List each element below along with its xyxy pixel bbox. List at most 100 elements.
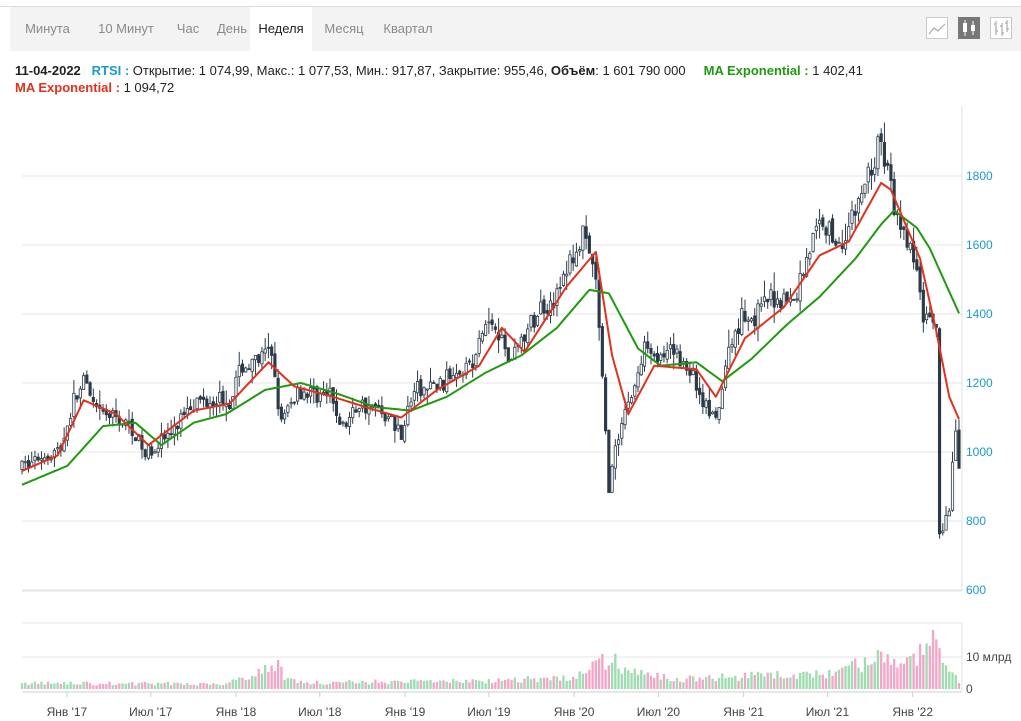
candle-body	[296, 386, 300, 402]
volume-bar	[792, 674, 795, 689]
candle-body	[798, 272, 802, 302]
line-chart-button[interactable]	[926, 17, 948, 39]
candle-body	[830, 218, 835, 243]
candle-body	[659, 354, 663, 361]
candle-body	[711, 411, 715, 415]
volume-bar	[276, 659, 280, 689]
info-symbol: RTSI :	[91, 63, 130, 78]
candlestick-button[interactable]	[958, 17, 980, 39]
tab-10-minutes[interactable]: 10 Минут	[98, 21, 154, 36]
y-tick-label: 1200	[966, 376, 993, 390]
candle-body	[276, 377, 280, 410]
candle-body	[286, 405, 290, 413]
candle-body	[694, 370, 698, 391]
candle-body	[263, 348, 267, 354]
candle-body	[587, 235, 591, 254]
volume-bar	[215, 684, 218, 689]
candle-body	[367, 405, 371, 415]
ohlc-bars-button[interactable]	[990, 17, 1012, 39]
candle-body	[484, 324, 488, 336]
volume-bar	[325, 684, 328, 689]
candle-body	[662, 353, 666, 358]
volume-bar	[912, 653, 915, 689]
volume-bar	[409, 679, 413, 689]
candle-body	[672, 343, 676, 355]
candle-body	[733, 330, 737, 348]
volume-bar	[915, 665, 919, 689]
candle-body	[380, 405, 384, 415]
volume-bar	[883, 662, 886, 689]
volume-bar	[267, 671, 270, 689]
volume-bar	[422, 681, 426, 689]
volume-bar	[662, 673, 666, 689]
volume-bar	[552, 676, 555, 689]
volume-bar	[837, 669, 841, 689]
volume-bar	[497, 678, 500, 689]
volume-bar	[27, 685, 30, 689]
volume-bar	[426, 680, 429, 689]
volume-bar	[302, 683, 306, 689]
volume-bar	[756, 671, 760, 689]
candle-body	[565, 273, 569, 277]
candle-body	[283, 412, 287, 420]
candle-body	[72, 392, 76, 418]
candle-body	[250, 358, 254, 372]
volume-bar	[568, 680, 572, 689]
candle-body	[775, 298, 780, 305]
tab-week[interactable]: Неделя	[250, 7, 312, 51]
volume-bar	[319, 683, 322, 689]
candle-body	[305, 393, 309, 398]
candle-body	[539, 301, 543, 315]
volume-bar	[730, 677, 734, 689]
volume-bar	[118, 683, 121, 689]
volume-bar	[199, 683, 202, 689]
info-ohlc: Открытие: 1 074,99, Макс.: 1 077,53, Мин…	[129, 63, 551, 78]
candle-body	[937, 328, 942, 535]
candle-body	[445, 369, 449, 393]
volume-bar	[542, 677, 546, 689]
volume-bar	[510, 680, 513, 689]
candle-body	[133, 437, 138, 442]
info-ma1-value: 1 402,41	[808, 63, 863, 78]
candle-body	[561, 273, 566, 286]
tab-hour[interactable]: Час	[176, 21, 200, 36]
volume-bar	[79, 684, 82, 689]
volume-bar	[682, 682, 685, 689]
candle-body	[701, 392, 705, 408]
volume-bar	[798, 672, 802, 689]
tab-minute[interactable]: Минута	[25, 21, 70, 36]
volume-bar	[458, 682, 461, 689]
volume-bar	[247, 679, 251, 689]
volume-bar	[273, 670, 277, 689]
tab-month[interactable]: Месяц	[324, 21, 364, 36]
tab-day[interactable]: День	[217, 21, 247, 36]
volume-bar	[322, 684, 325, 689]
volume-bar	[928, 645, 931, 689]
candle-body	[801, 273, 805, 276]
candle-body	[166, 432, 170, 439]
candle-body	[555, 288, 559, 306]
candle-body	[950, 461, 955, 511]
candle-body	[915, 259, 919, 271]
candle-body	[808, 252, 812, 260]
candle-body	[873, 167, 877, 175]
volume-bar	[92, 685, 95, 689]
volume-bar	[925, 643, 928, 689]
y-tick-label: 1800	[966, 169, 993, 183]
volume-bar	[954, 675, 957, 689]
tab-quarter[interactable]: Квартал	[383, 21, 433, 36]
candle-body	[146, 444, 151, 459]
volume-bar	[134, 685, 137, 689]
candle-body	[195, 397, 199, 410]
volume-bar	[565, 681, 568, 689]
volume-bar	[468, 682, 471, 689]
candle-body	[373, 403, 377, 407]
candle-body	[383, 412, 387, 422]
volume-bar	[189, 685, 192, 689]
candle-body	[876, 136, 880, 170]
volume-bar	[760, 673, 763, 689]
candle-body	[364, 397, 368, 414]
volume-bar	[296, 682, 299, 689]
volume-bar	[46, 681, 50, 689]
